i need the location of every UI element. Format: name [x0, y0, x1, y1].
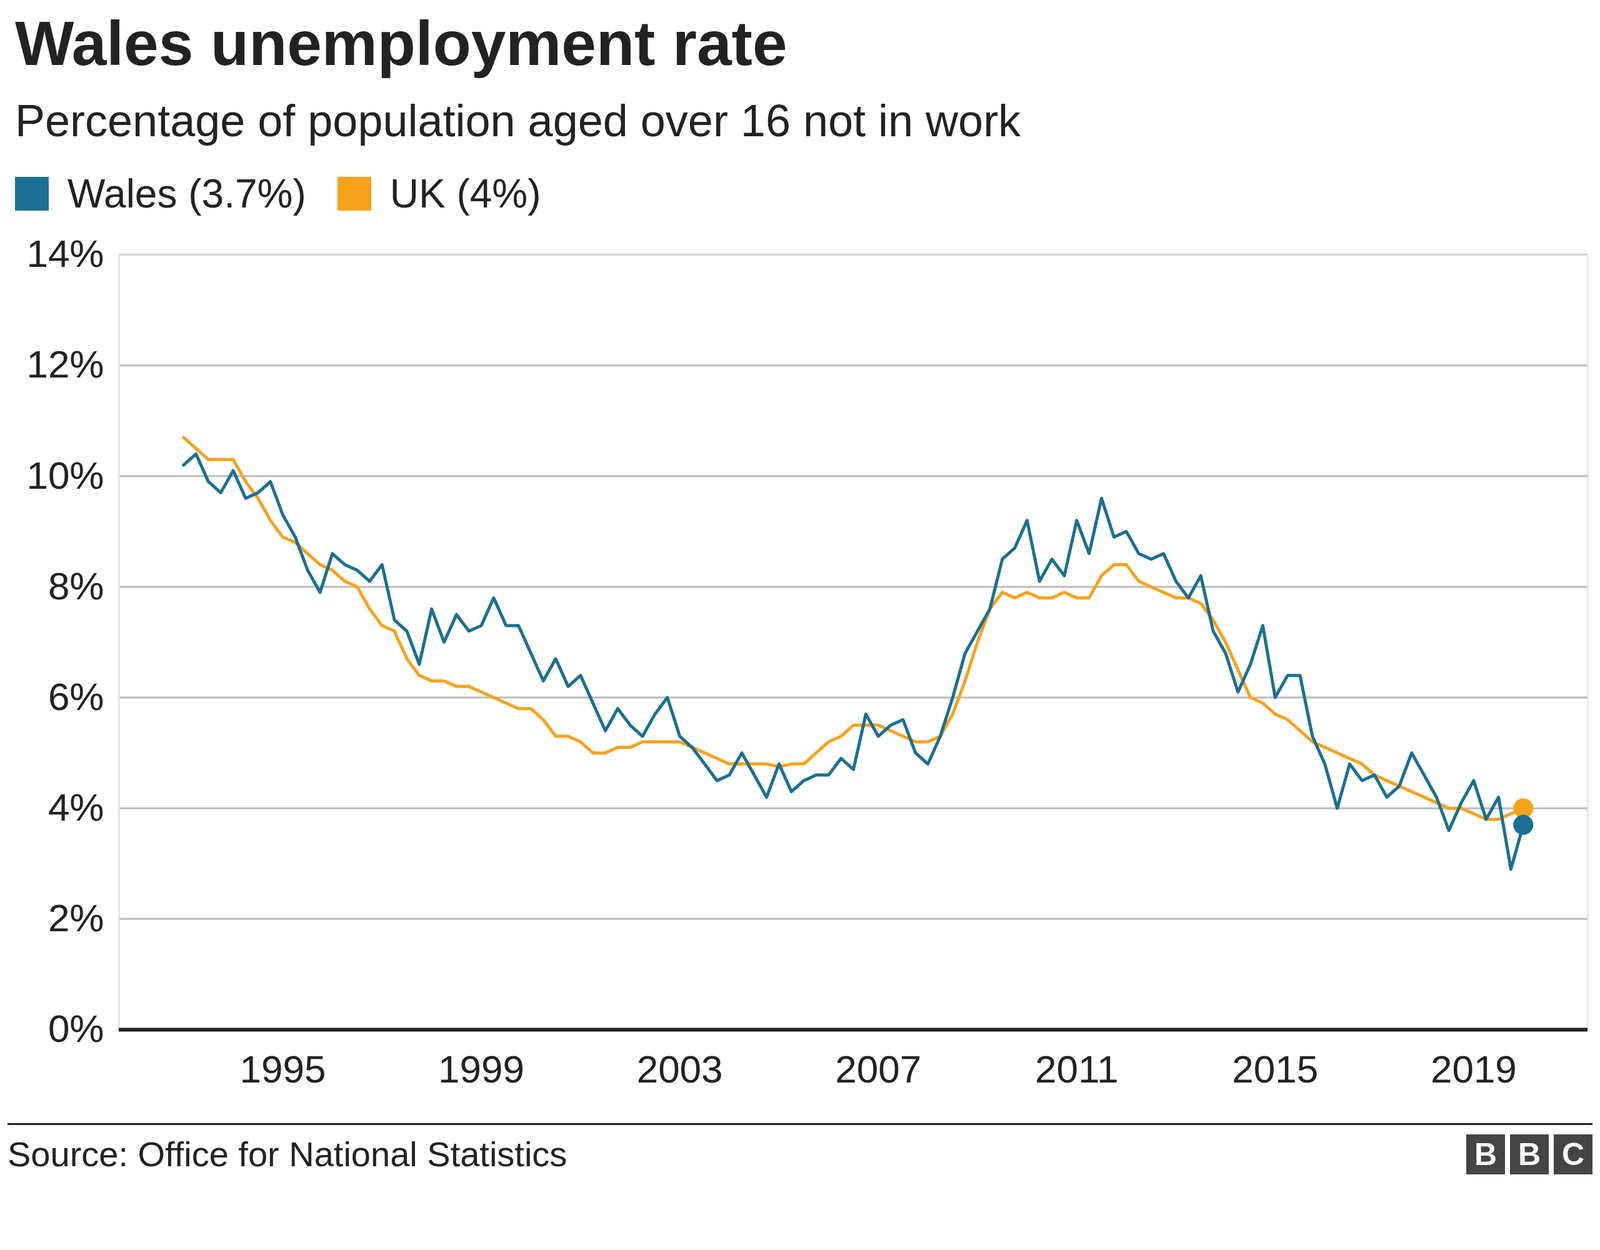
html-text:C: C [1561, 1136, 1585, 1172]
svg-text:2019: 2019 [1430, 1047, 1517, 1091]
svg-text:2%: 2% [48, 896, 105, 940]
svg-text:14%: 14% [26, 232, 104, 276]
html-text:Source: Office for National St: Source: Office for National Statistics [7, 1134, 568, 1174]
svg-text:12%: 12% [26, 343, 104, 387]
svg-text:6%: 6% [48, 675, 105, 719]
html-text:B: B [1518, 1136, 1541, 1172]
svg-text:2007: 2007 [835, 1047, 922, 1091]
svg-text:8%: 8% [48, 564, 105, 608]
svg-text:2015: 2015 [1231, 1047, 1319, 1091]
svg-text:1995: 1995 [240, 1047, 327, 1091]
html-text:Percentage of population aged: Percentage of population aged over 16 no… [15, 95, 1021, 146]
svg-text:2003: 2003 [636, 1047, 724, 1091]
html-text:B: B [1474, 1136, 1497, 1172]
svg-text:0%: 0% [48, 1007, 105, 1051]
html-text:UK (4%): UK (4%) [389, 171, 541, 217]
svg-text:4%: 4% [48, 785, 105, 829]
html-text:Wales (3.7%): Wales (3.7%) [67, 171, 307, 217]
svg-text:10%: 10% [26, 453, 104, 497]
html-text:Wales unemployment rate: Wales unemployment rate [15, 8, 788, 79]
svg-text:2011: 2011 [1035, 1047, 1119, 1091]
svg-text:1999: 1999 [438, 1047, 525, 1091]
